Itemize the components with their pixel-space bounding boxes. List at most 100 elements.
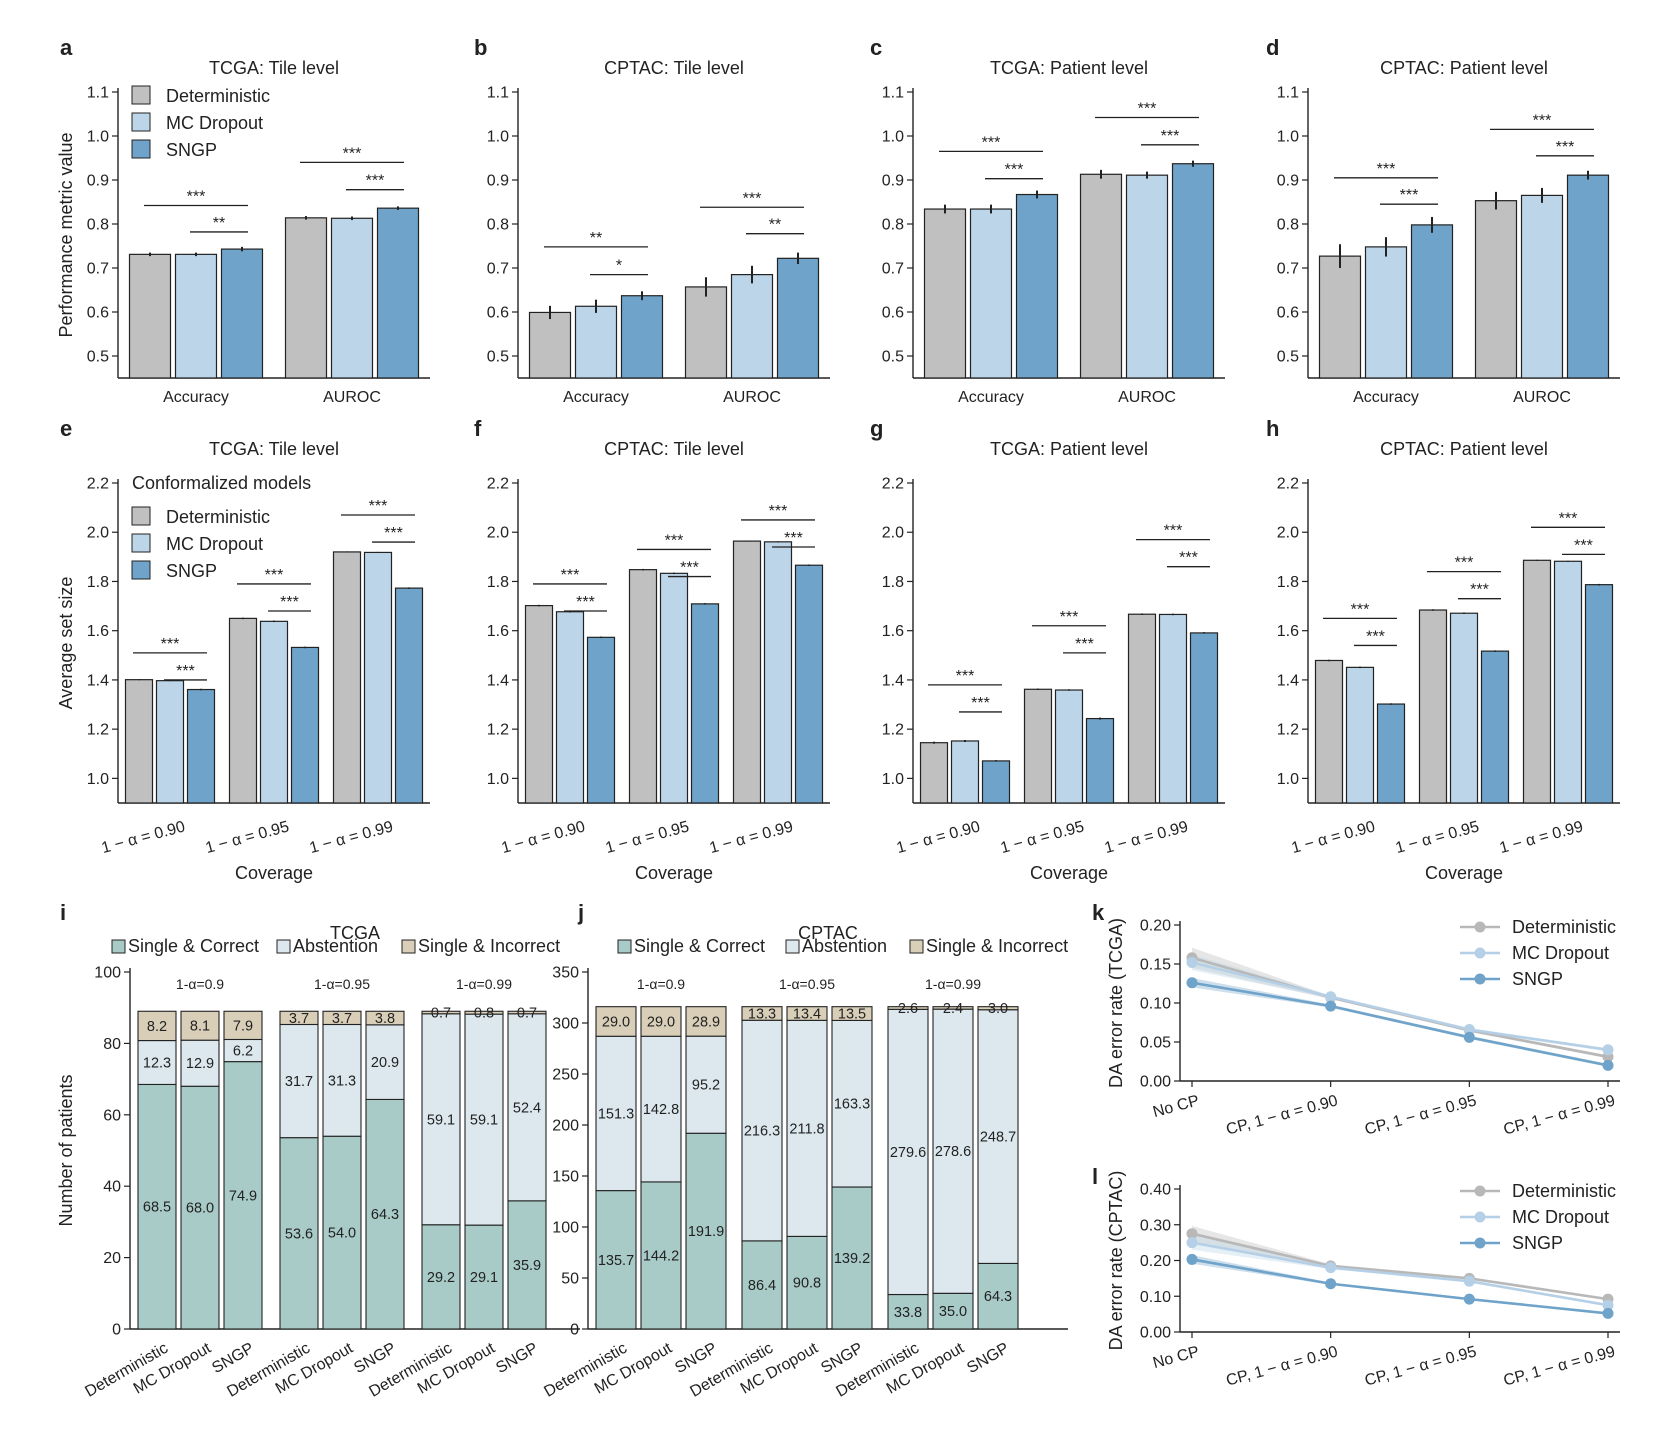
series-line <box>1191 1258 1609 1315</box>
stacked-segment <box>595 1190 637 1330</box>
bar <box>574 305 618 379</box>
segment-label: 53.6 <box>285 1226 313 1242</box>
significance-label: *** <box>1179 550 1198 567</box>
data-point <box>1463 1275 1475 1287</box>
y-tick-label: 0.9 <box>1277 173 1299 190</box>
segment-label: 0.7 <box>517 1006 537 1022</box>
bar <box>1449 612 1479 804</box>
segment-label: 33.8 <box>894 1305 922 1321</box>
segment-label: 6.2 <box>233 1044 253 1060</box>
y-tick-label: 2.0 <box>487 525 509 542</box>
legend-label: MC Dropout <box>1512 1207 1609 1227</box>
y-tick-label: 0.10 <box>1140 1289 1171 1306</box>
y-tick-label: 0.10 <box>1140 996 1171 1013</box>
legend-label: Deterministic <box>1512 1181 1616 1201</box>
data-point <box>1186 1228 1198 1240</box>
segment-label: 8.1 <box>190 1019 210 1035</box>
bar <box>1522 559 1552 804</box>
legend-swatch <box>909 939 924 954</box>
segment-label: 135.7 <box>598 1253 634 1269</box>
bar <box>186 688 216 804</box>
stacked-segment <box>421 1224 461 1330</box>
bar <box>1345 666 1375 804</box>
y-tick-label: 0 <box>112 1322 121 1339</box>
x-tick-label: CP, 1 − α = 0.99 <box>1502 1343 1617 1389</box>
stacked-segment <box>507 1200 547 1330</box>
segment-label: 3.8 <box>375 1011 395 1027</box>
stacked-segment <box>741 1240 783 1330</box>
y-tick-label: 1.0 <box>1277 771 1299 788</box>
legend-label: SNGP <box>1512 1233 1563 1253</box>
legend-swatch <box>131 506 151 526</box>
bar <box>969 208 1013 379</box>
y-tick-label: 1.0 <box>87 129 109 146</box>
bar <box>1158 613 1188 804</box>
significance-label: *** <box>1060 609 1079 626</box>
group-label: 1-α=0.9 <box>637 976 685 992</box>
bar <box>1054 689 1084 804</box>
segment-label: 2.4 <box>943 1001 963 1017</box>
legend-label: Single & Correct <box>128 936 259 956</box>
x-tick-label: CP, 1 − α = 0.99 <box>1502 1092 1617 1138</box>
y-tick-label: 1.1 <box>487 85 509 102</box>
bar <box>1079 173 1123 379</box>
significance-label: *** <box>561 567 580 584</box>
significance-label: ** <box>213 215 225 232</box>
significance-label: *** <box>1574 537 1593 554</box>
panel-label: b <box>474 35 487 60</box>
significance-label: *** <box>176 663 195 680</box>
bar <box>376 207 420 379</box>
x-tick-label: 1 − α = 0.95 <box>204 818 291 857</box>
bar <box>763 541 793 804</box>
x-tick-label: CP, 1 − α = 0.90 <box>1224 1343 1339 1389</box>
y-tick-label: 80 <box>103 1036 121 1053</box>
panel-c: c TCGA: Patient level 0.5 0.6 0.7 0.8 0.9 1.0 1.… <box>870 35 1225 406</box>
bar <box>259 620 289 804</box>
stacked-segment <box>786 1006 828 1021</box>
stacked-segment <box>365 1010 405 1026</box>
legend-label: Single & Incorrect <box>418 936 560 956</box>
bar <box>363 551 393 804</box>
panel-l: l 0.00 0.10 0.20 0.30 0.40 DA error rate (CPTA… <box>1092 1164 1620 1390</box>
segment-label: 191.9 <box>688 1224 724 1240</box>
data-point <box>1325 1262 1337 1274</box>
x-axis-label: Coverage <box>1425 863 1503 883</box>
series-line <box>1191 1232 1609 1301</box>
x-tick-label: 1 − α = 0.95 <box>999 818 1086 857</box>
significance-label: * <box>616 258 622 275</box>
bar <box>950 740 980 804</box>
y-tick-label: 0.00 <box>1140 1074 1171 1091</box>
bar <box>1474 200 1518 379</box>
significance-label: ** <box>769 217 781 234</box>
stacked-segment <box>741 1019 783 1242</box>
x-tick-label: CP, 1 − α = 0.95 <box>1363 1343 1478 1389</box>
y-axis-label: DA error rate (TCGA) <box>1106 918 1126 1088</box>
x-tick-label: 1 − α = 0.95 <box>1394 818 1481 857</box>
stacked-segment <box>507 1013 547 1202</box>
bar <box>330 217 374 379</box>
bar <box>524 604 554 804</box>
segment-label: 151.3 <box>598 1106 634 1122</box>
bar <box>174 253 218 379</box>
y-tick-label: 2.2 <box>487 476 509 493</box>
group-label: 1-α=0.9 <box>176 976 224 992</box>
segment-label: 29.0 <box>647 1014 675 1030</box>
x-tick-label: SNGP <box>964 1340 1012 1377</box>
segment-label: 90.8 <box>793 1276 821 1292</box>
legend-label: Single & Incorrect <box>926 936 1068 956</box>
group-label: 1-α=0.99 <box>456 976 512 992</box>
panel-b: b CPTAC: Tile level 0.5 0.6 0.7 0.8 0.9 1.0 1.1 A… <box>474 35 830 406</box>
segment-label: 31.7 <box>285 1074 313 1090</box>
stacked-segment <box>137 1010 177 1042</box>
segment-label: 68.5 <box>143 1200 171 1216</box>
stacked-segment <box>685 1132 727 1330</box>
x-axis-label: Coverage <box>235 863 313 883</box>
stacked-segment <box>831 1006 873 1021</box>
panel-e: e TCGA: Tile level 1.0 1.2 1.4 1.6 1.8 2.0 2.2 Av… <box>56 416 430 883</box>
data-point <box>1325 1278 1337 1290</box>
x-tick-label: Accuracy <box>1353 389 1419 406</box>
significance-label: *** <box>982 134 1001 151</box>
bar <box>1418 609 1448 804</box>
bar <box>155 680 185 804</box>
panel-label: d <box>1266 35 1279 60</box>
